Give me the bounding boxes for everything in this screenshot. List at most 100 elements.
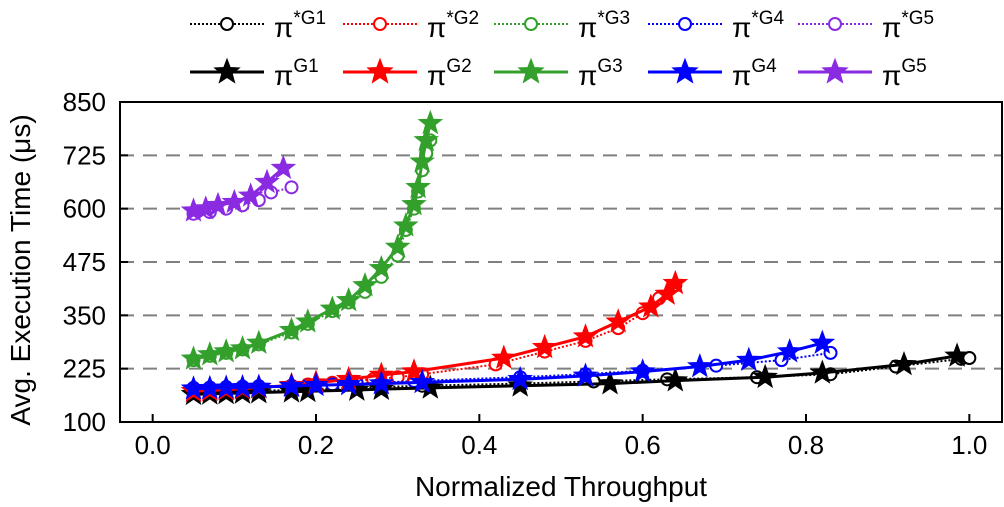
data-point bbox=[180, 345, 207, 370]
y-tick-label: 350 bbox=[63, 300, 106, 330]
data-point bbox=[736, 346, 762, 372]
data-point bbox=[891, 350, 917, 376]
data-point bbox=[221, 188, 248, 214]
legend-entry-g2: πG2 bbox=[343, 56, 472, 91]
legend-marker bbox=[821, 57, 849, 84]
x-tick-label: 0.6 bbox=[625, 430, 661, 460]
data-point bbox=[384, 233, 411, 258]
data-point bbox=[270, 154, 297, 180]
data-point bbox=[278, 372, 305, 398]
x-tick-label: 1.0 bbox=[951, 430, 987, 460]
data-point bbox=[654, 280, 680, 305]
legend-label: πG4 bbox=[732, 56, 777, 91]
data-point bbox=[491, 344, 517, 369]
data-point bbox=[237, 182, 264, 207]
x-axis-label: Normalized Throughput bbox=[415, 471, 707, 502]
data-point bbox=[335, 371, 362, 396]
data-point bbox=[662, 269, 689, 295]
data-point bbox=[662, 367, 689, 392]
data-point bbox=[229, 335, 256, 360]
data-point bbox=[409, 148, 435, 173]
legend-label: πG1 bbox=[274, 56, 319, 91]
y-tick-label: 225 bbox=[63, 354, 106, 384]
x-tick-label: 0.2 bbox=[298, 430, 334, 460]
data-point bbox=[413, 126, 440, 152]
legend-marker bbox=[373, 17, 387, 31]
data-point bbox=[401, 190, 427, 216]
data-point bbox=[393, 212, 419, 237]
x-tick-label: 0.4 bbox=[461, 430, 497, 460]
legend: π*G1 π*G2 π*G3 π*G4 π*G5 πG1 πG2 πG3 πG4 πG5 bbox=[190, 8, 934, 91]
data-point bbox=[809, 359, 836, 384]
y-tick-label: 850 bbox=[63, 87, 106, 117]
data-point bbox=[409, 368, 435, 394]
legend-marker bbox=[671, 57, 699, 84]
y-tick-label: 600 bbox=[63, 194, 106, 224]
data-point bbox=[572, 323, 599, 348]
x-tick-label: 0.0 bbox=[135, 430, 171, 460]
data-point bbox=[246, 373, 272, 398]
data-point bbox=[303, 371, 329, 397]
legend-marker bbox=[828, 17, 842, 31]
legend-label: πG2 bbox=[427, 56, 472, 91]
data-point bbox=[284, 180, 299, 195]
legend-entry-star-g1: π*G1 bbox=[190, 8, 326, 43]
data-point bbox=[352, 272, 378, 297]
legend-label: π*G1 bbox=[274, 8, 326, 43]
data-point bbox=[629, 358, 656, 383]
legend-entry-g4: πG4 bbox=[648, 56, 777, 91]
legend-entry-g3: πG3 bbox=[494, 56, 623, 91]
legend-entry-star-g2: π*G2 bbox=[343, 8, 479, 43]
legend-entry-star-g3: π*G3 bbox=[494, 8, 630, 43]
data-point bbox=[335, 286, 362, 312]
data-point bbox=[401, 358, 427, 383]
data-point bbox=[944, 342, 970, 367]
legend-label: πG5 bbox=[882, 56, 927, 91]
data-point bbox=[278, 316, 305, 342]
data-point bbox=[246, 329, 272, 354]
y-tick-label: 725 bbox=[63, 140, 106, 170]
legend-marker bbox=[517, 57, 545, 84]
y-tick-label: 475 bbox=[63, 247, 106, 277]
data-point bbox=[752, 363, 778, 389]
data-point bbox=[776, 338, 803, 363]
data-point bbox=[254, 168, 280, 194]
legend-entry-g1: πG1 bbox=[190, 56, 319, 91]
y-tick-label: 100 bbox=[63, 407, 106, 437]
legend-entry-star-g4: π*G4 bbox=[648, 8, 785, 43]
legend-marker bbox=[366, 57, 394, 84]
data-point bbox=[597, 370, 623, 395]
legend-marker bbox=[220, 17, 234, 31]
data-point bbox=[572, 362, 599, 387]
legend-marker bbox=[678, 17, 692, 31]
legend-marker bbox=[213, 57, 241, 84]
data-point bbox=[405, 173, 431, 199]
data-point bbox=[319, 295, 346, 320]
data-point bbox=[809, 329, 836, 354]
legend-label: π*G2 bbox=[427, 8, 479, 43]
legend-label: π*G4 bbox=[732, 8, 785, 43]
legend-label: πG3 bbox=[578, 56, 623, 91]
data-point bbox=[638, 293, 664, 318]
grid bbox=[120, 154, 1002, 370]
legend-marker bbox=[524, 17, 538, 31]
series-g1 bbox=[180, 342, 970, 406]
data-point bbox=[687, 353, 713, 378]
data-point bbox=[507, 365, 533, 391]
x-tick-label: 0.8 bbox=[788, 430, 824, 460]
data-point bbox=[417, 109, 444, 135]
series-layer bbox=[180, 109, 977, 406]
series-g5 bbox=[180, 154, 297, 222]
legend-entry-g5: πG5 bbox=[798, 56, 927, 91]
data-point bbox=[295, 308, 321, 333]
data-point bbox=[368, 370, 395, 395]
series-line bbox=[193, 357, 970, 394]
data-point bbox=[605, 308, 631, 333]
legend-entry-star-g5: π*G5 bbox=[798, 8, 934, 43]
series-g3 bbox=[180, 109, 444, 370]
series-g4 bbox=[180, 329, 836, 400]
y-axis-label: Avg. Execution Time (μs) bbox=[5, 114, 36, 425]
data-point bbox=[368, 254, 395, 280]
legend-label: π*G3 bbox=[578, 8, 630, 43]
axes: 100 225 350 475 600 725 850 0.0 0.2 0.4 0.6 0.8 1.0 bbox=[63, 87, 988, 460]
